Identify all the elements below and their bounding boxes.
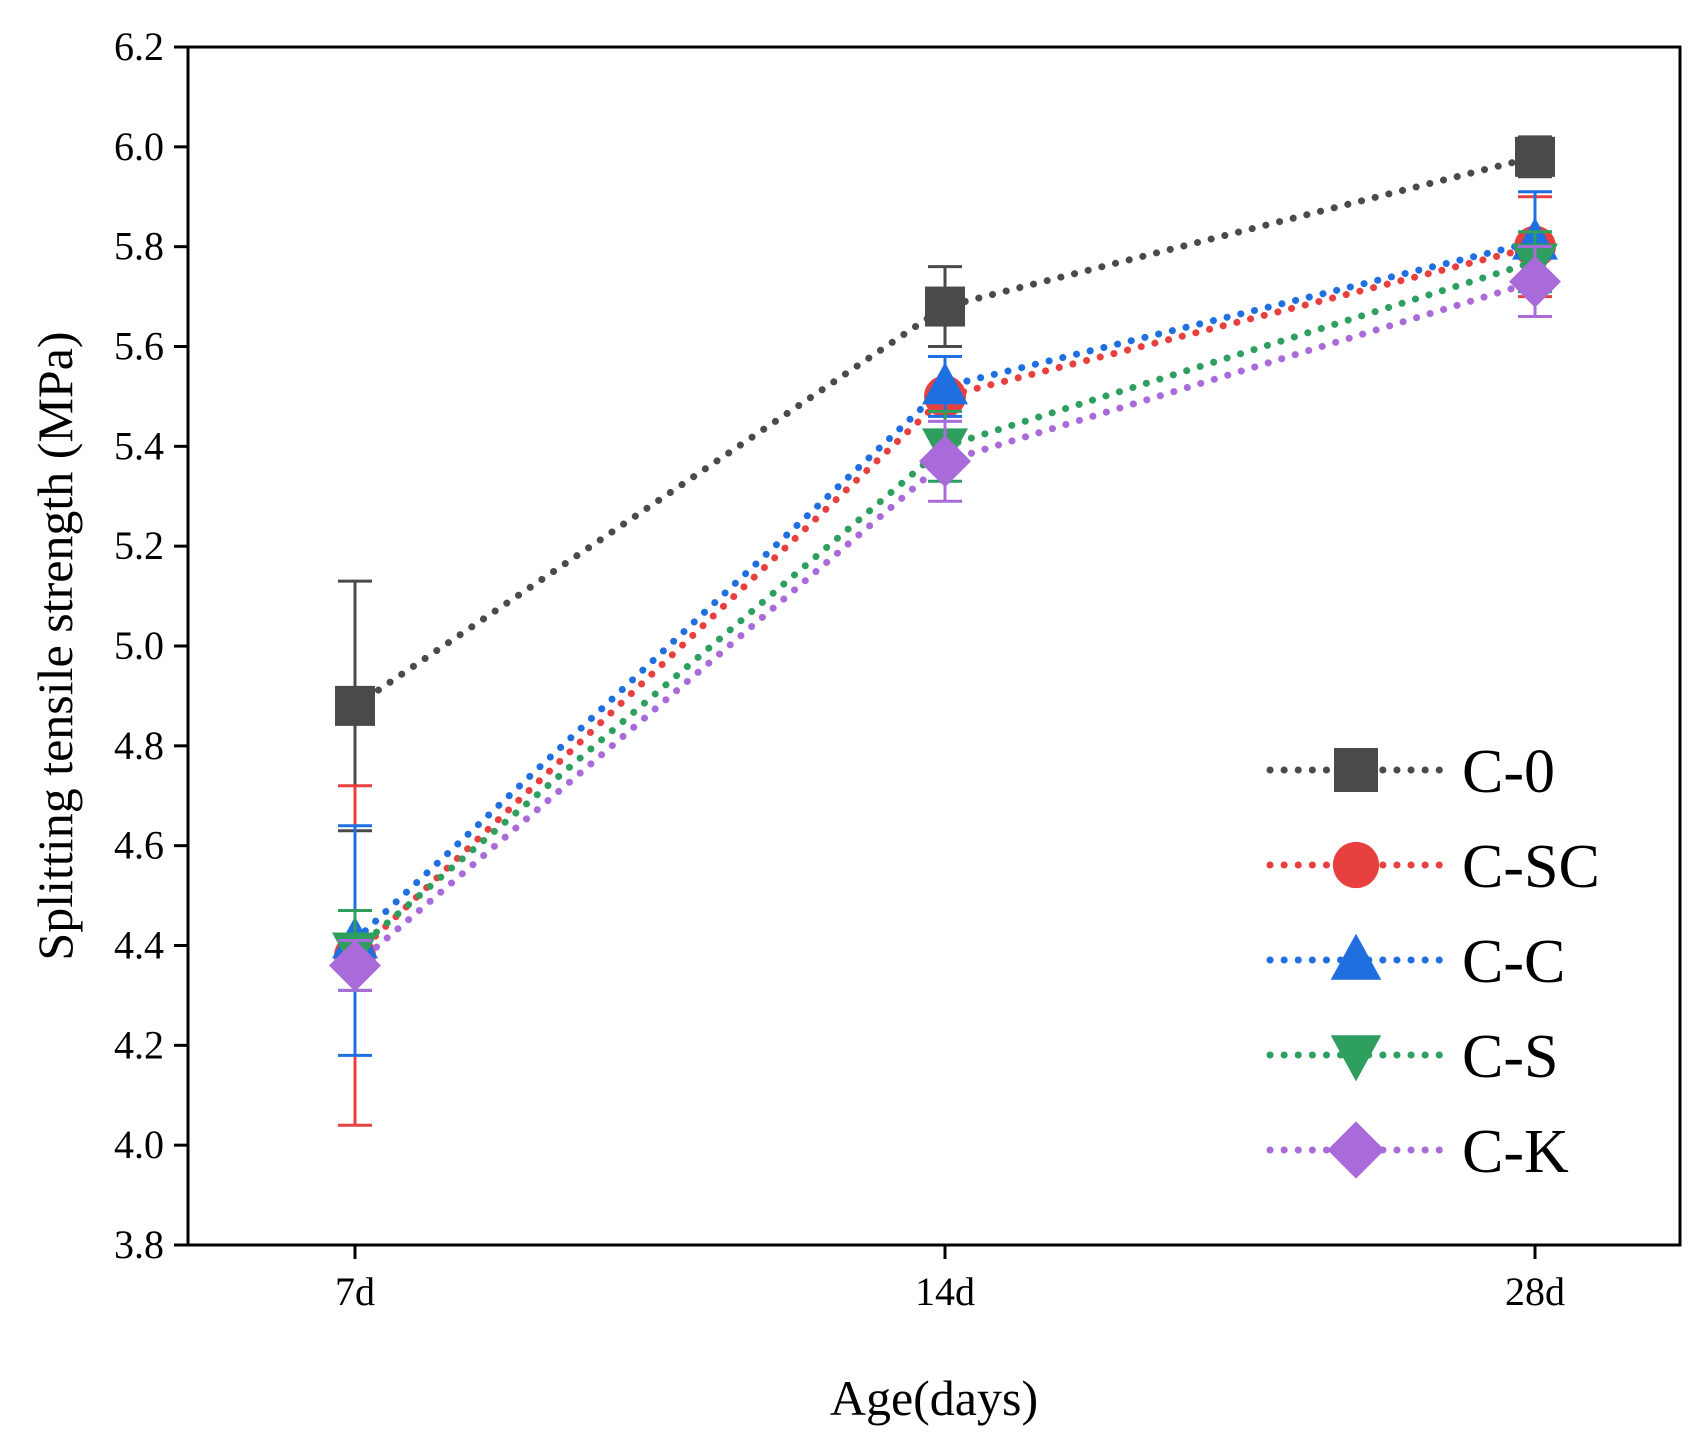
series-c-0 bbox=[335, 135, 1555, 833]
marker-square bbox=[1515, 136, 1555, 177]
y-tick-label: 3.8 bbox=[114, 1222, 164, 1267]
marker-square bbox=[335, 685, 375, 726]
marker-square bbox=[925, 286, 965, 327]
y-tick-label: 5.2 bbox=[114, 523, 164, 568]
legend-label: C-S bbox=[1462, 1023, 1558, 1091]
marker-diamond bbox=[329, 939, 381, 992]
marker-square bbox=[1334, 748, 1378, 792]
plot-area-frame bbox=[186, 45, 1682, 1247]
legend-item-c-c: C-C bbox=[1266, 928, 1565, 996]
y-tick-label: 4.2 bbox=[114, 1022, 164, 1067]
marker-diamond bbox=[919, 435, 971, 488]
y-tick-label: 4.8 bbox=[114, 723, 164, 768]
y-tick-label: 4.0 bbox=[114, 1122, 164, 1167]
marker-triangle-down bbox=[1330, 1035, 1382, 1082]
series-line bbox=[351, 238, 1539, 945]
x-tick-label: 7d bbox=[335, 1269, 375, 1314]
legend-item-c-sc: C-SC bbox=[1266, 833, 1600, 901]
marker-diamond bbox=[1509, 255, 1561, 308]
y-tick-label: 6.0 bbox=[114, 124, 164, 169]
legend-item-c-s: C-S bbox=[1266, 1023, 1558, 1091]
x-axis-title: Age(days) bbox=[830, 1370, 1038, 1426]
legend-label: C-SC bbox=[1462, 833, 1600, 901]
y-tick-label: 4.6 bbox=[114, 823, 164, 868]
legend-label: C-C bbox=[1462, 928, 1565, 996]
legend-item-c-k: C-K bbox=[1266, 1118, 1569, 1186]
x-tick-label: 14d bbox=[915, 1269, 975, 1314]
y-tick-label: 5.4 bbox=[114, 423, 164, 468]
legend: C-0 C-SC C-C C-S C-K bbox=[1266, 738, 1600, 1186]
x-axis: 7d 14d 28d bbox=[335, 1245, 1565, 1314]
y-axis: 3.8 4.0 4.2 4.4 4.6 4.8 5.0 5.2 5.4 5.6 5.8 6.0 6.2 bbox=[114, 24, 188, 1267]
y-tick-label: 5.6 bbox=[114, 324, 164, 369]
marker-circle bbox=[1332, 841, 1380, 889]
y-tick-label: 5.0 bbox=[114, 623, 164, 668]
x-tick-label: 28d bbox=[1505, 1269, 1565, 1314]
y-tick-label: 6.2 bbox=[114, 24, 164, 69]
series-layer bbox=[329, 135, 1561, 1127]
y-tick-label: 5.8 bbox=[114, 224, 164, 269]
marker-triangle-up bbox=[1330, 933, 1382, 980]
legend-label: C-K bbox=[1462, 1118, 1569, 1186]
y-axis-title: Splitting tensile strength (MPa) bbox=[27, 331, 83, 960]
marker-triangle-up bbox=[922, 362, 968, 405]
legend-item-c-0: C-0 bbox=[1266, 738, 1555, 806]
series-line bbox=[351, 153, 1539, 710]
series-line bbox=[351, 243, 1539, 959]
legend-label: C-0 bbox=[1462, 738, 1555, 806]
marker-diamond bbox=[1327, 1121, 1385, 1179]
series-c-k bbox=[329, 245, 1561, 992]
y-tick-label: 4.4 bbox=[114, 923, 164, 968]
